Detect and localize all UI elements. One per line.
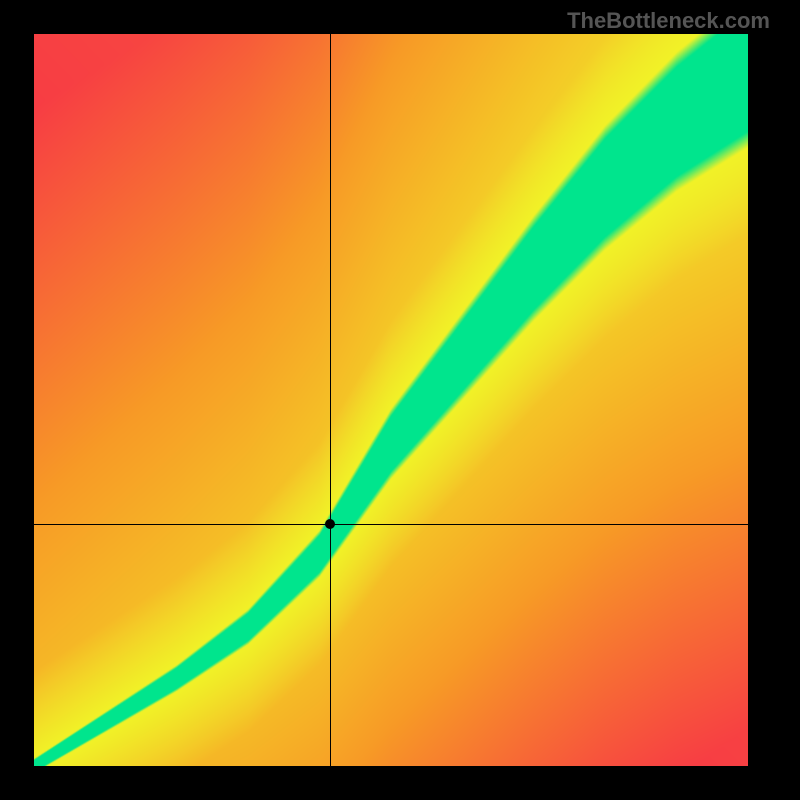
heatmap-canvas — [34, 34, 748, 766]
selected-point-marker — [325, 519, 335, 529]
watermark-text: TheBottleneck.com — [567, 8, 770, 34]
crosshair-vertical — [330, 34, 331, 766]
crosshair-horizontal — [34, 524, 748, 525]
outer-frame: TheBottleneck.com — [0, 0, 800, 800]
heatmap-plot — [34, 34, 748, 766]
